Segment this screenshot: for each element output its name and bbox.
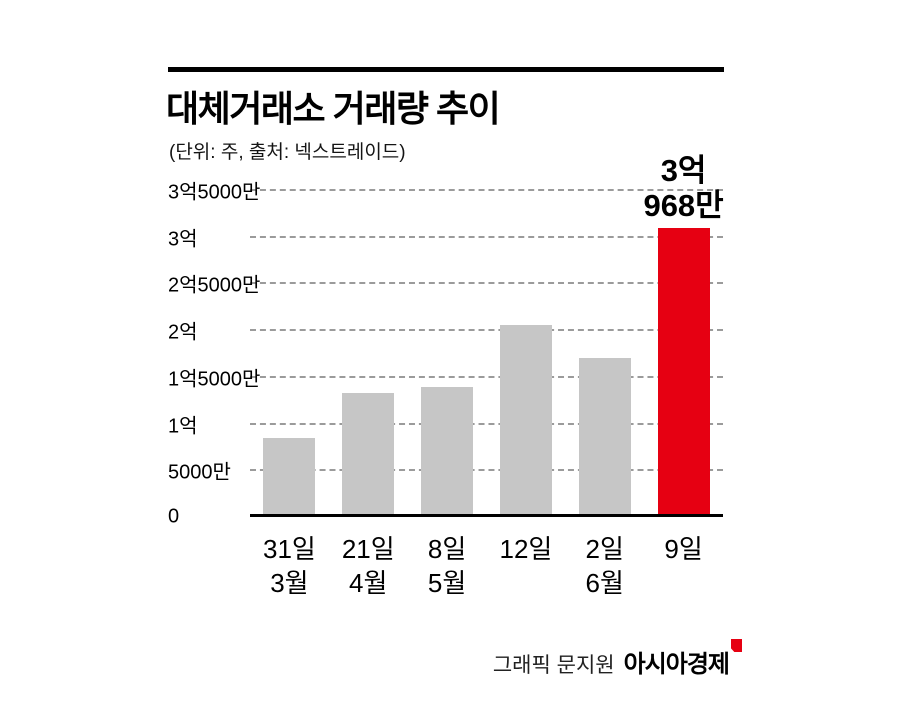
y-tick-label: 3억 <box>168 228 198 251</box>
y-tick-label: 5000만 <box>168 461 231 484</box>
bar-31일 <box>263 437 316 517</box>
x-tick-day: 9일 <box>664 534 703 564</box>
y-tick-label: 1억 <box>168 415 198 438</box>
y-tick-label: 0 <box>168 505 180 528</box>
bar-2일 <box>578 358 631 517</box>
annotation-line-1: 3억 <box>660 153 707 189</box>
y-tick-label: 1억5000만 <box>168 368 261 391</box>
value-annotation: 3억 968만 <box>643 154 723 222</box>
gridline <box>250 375 723 378</box>
y-tick-label: 2억 <box>168 321 198 344</box>
chart-unit-source: (단위: 주, 출처: 넥스트레이드) <box>169 142 406 163</box>
y-tick-label: 3억5000만 <box>168 181 261 204</box>
brand-red-mark-icon <box>731 639 742 652</box>
gridline <box>250 282 723 285</box>
y-tick-label: 2억5000만 <box>168 274 261 297</box>
credit-line: 그래픽 문지원 아시아경제 <box>168 639 742 679</box>
bar-9일 <box>657 227 710 517</box>
x-tick-month: 4월 <box>349 568 388 598</box>
plot-area: 3억 968만 3억5000만 3억 2억5000만 2억 1억5000만 1억 5000만… <box>168 154 724 598</box>
gridline <box>250 189 723 191</box>
x-tick-day: 12일 <box>499 534 553 564</box>
x-tick-month: 5월 <box>427 568 467 598</box>
x-tick-day: 2일 <box>585 534 624 564</box>
x-tick-month: 3월 <box>270 568 309 598</box>
x-tick-day: 31일 <box>262 534 316 564</box>
gridline <box>250 329 723 332</box>
gridline <box>250 469 723 472</box>
x-axis-line <box>250 514 723 517</box>
bar-8일 <box>421 387 474 517</box>
bar-12일 <box>499 324 552 517</box>
bar-21일 <box>342 392 395 517</box>
gridline <box>250 422 723 425</box>
brand-wordmark: 아시아경제 <box>623 651 730 678</box>
gridline <box>250 235 723 238</box>
top-rule <box>168 67 724 72</box>
x-tick-day: 8일 <box>427 534 467 564</box>
annotation-line-2: 968만 <box>643 187 724 223</box>
credit-text: 그래픽 문지원 <box>492 654 615 677</box>
x-tick-day: 21일 <box>341 534 395 564</box>
x-tick-month: 6월 <box>585 568 624 598</box>
chart-title: 대체거래소 거래량 추이 <box>166 88 501 129</box>
